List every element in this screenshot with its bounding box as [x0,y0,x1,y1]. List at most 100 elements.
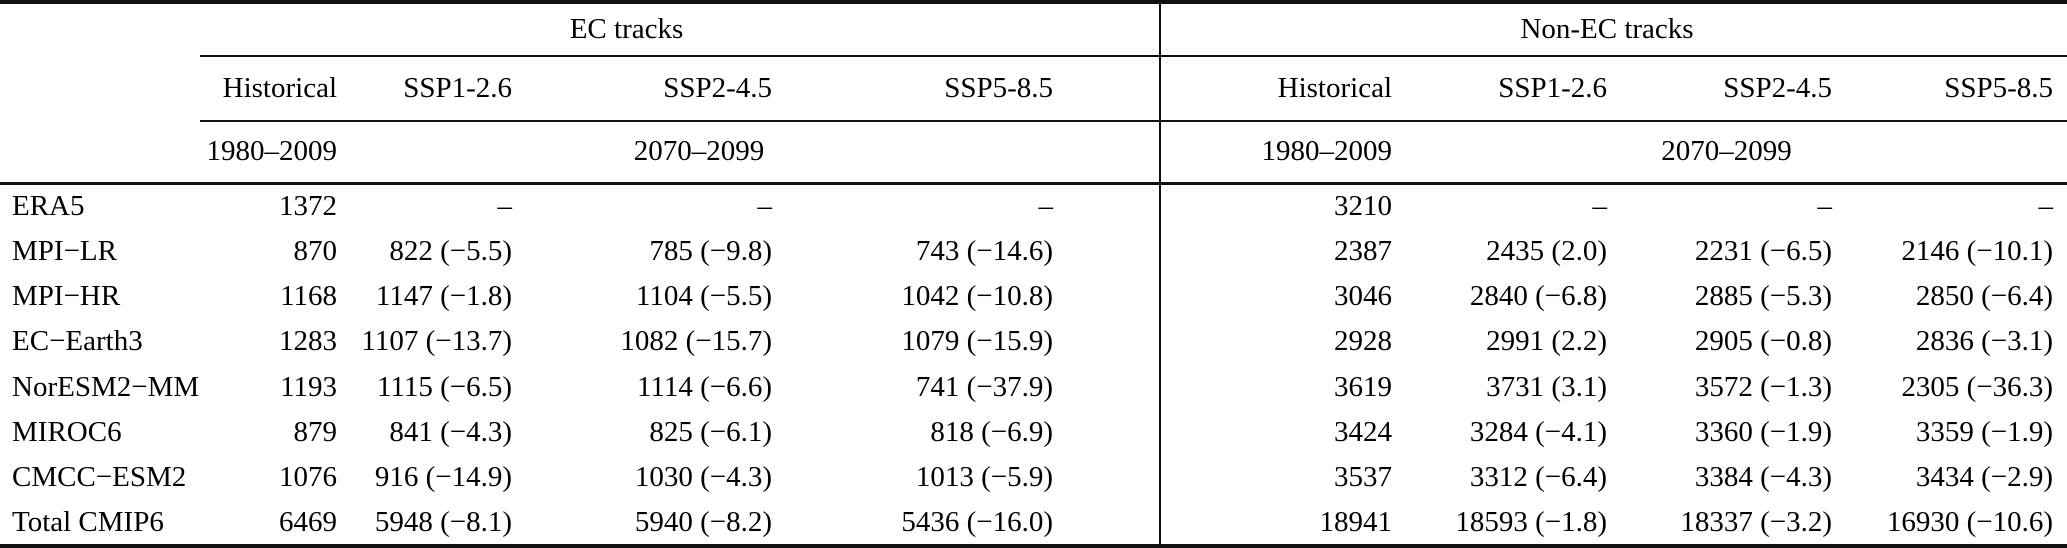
data-cell: – [1817,190,1833,223]
data-cell: – [2038,190,2054,223]
data-cell: 1013 (−5.9) [915,461,1053,494]
row-label: EC−Earth3 [12,325,143,358]
scenario-header-ec-historical: Historical [200,56,345,122]
data-cell: 3384 (−4.3) [1694,461,1832,494]
data-cell: 18593 (−1.8) [1455,505,1607,538]
data-cell: 1193 [280,370,337,403]
row-label: CMCC−ESM2 [12,461,187,494]
data-cell: – [757,190,773,223]
data-cell: 841 (−4.3) [389,416,512,449]
data-cell: 1076 [279,461,337,494]
period-nonec-historical: 1980–2009 [1159,120,1400,185]
data-cell: 1372 [279,190,337,223]
data-cell: 2305 (−36.3) [1901,370,2054,403]
row-label: MIROC6 [12,416,122,449]
group-header-row: EC tracks Non-EC tracks [0,2,2067,58]
data-cell: 1104 (−5.5) [635,280,772,313]
data-cell: 1079 (−15.9) [901,325,1053,358]
table-row: Total CMIP6 6469 5948 (−8.1) 5940 (−8.2) 543… [0,500,2067,546]
data-cell: 2231 (−6.5) [1694,234,1832,267]
data-cell: 3046 [1159,273,1400,320]
scenario-header-ec-ssp126: SSP1-2.6 [345,56,520,122]
data-cell: 2387 [1159,228,1400,274]
data-cell: 743 (−14.6) [915,234,1053,267]
data-cell: 16930 (−10.6) [1886,505,2054,538]
table-row: MIROC6 879 841 (−4.3) 825 (−6.1) 818 (−6.9) 3… [0,409,2067,456]
data-cell: 3312 (−6.4) [1469,461,1607,494]
data-cell: 2885 (−5.3) [1694,280,1832,313]
data-cell: 1147 (−1.8) [375,280,512,313]
period-header-row: 1980–2009 2070–2099 1980–2009 2070–2099 [0,120,2067,185]
data-cell: 916 (−14.9) [374,461,512,494]
period-ec-historical: 1980–2009 [200,120,345,185]
data-cell: 1168 [280,280,337,313]
data-cell: 1283 [279,325,337,358]
data-cell: 879 [293,416,338,449]
table-row: EC−Earth3 1283 1107 (−13.7) 1082 (−15.7) 107… [0,319,2067,365]
data-cell: 1114 (−6.6) [636,370,772,403]
data-cell: 2146 (−10.1) [1901,234,2054,267]
data-cell: 1082 (−15.7) [620,325,772,358]
data-cell: 3434 (−2.9) [1915,461,2054,494]
scenario-header-row: Historical SSP1-2.6 SSP2-4.5 SSP5-8.5 Hi… [0,56,2067,122]
row-label: MPI−HR [12,280,121,313]
data-cell: 822 (−5.5) [389,234,512,267]
data-cell: – [1038,190,1054,223]
data-cell: 18337 (−3.2) [1680,505,1832,538]
data-cell: 3210 [1159,183,1400,229]
data-cell: 785 (−9.8) [649,234,772,267]
data-cell: 825 (−6.1) [649,416,772,449]
group-header-non-ec-tracks: Non-EC tracks [1158,2,2067,58]
data-cell: 5436 (−16.0) [901,505,1053,538]
data-cell: 2850 (−6.4) [1915,280,2054,313]
data-cell: 3424 [1159,409,1400,456]
scenario-header-nonec-ssp126: SSP1-2.6 [1400,56,1615,122]
row-label: ERA5 [12,190,85,223]
period-nonec-future: 2070–2099 [1400,120,2067,185]
data-cell: 18941 [1159,500,1400,546]
table-row: CMCC−ESM2 1076 916 (−14.9) 1030 (−4.3) 1013 … [0,455,2067,501]
data-cell: 741 (−37.9) [915,370,1053,403]
data-cell: 818 (−6.9) [930,416,1053,449]
data-cell: 2435 (2.0) [1486,234,1607,267]
data-cell: 3572 (−1.3) [1694,370,1832,403]
data-cell: 2991 (2.2) [1486,325,1607,358]
data-cell: 6469 [279,505,337,538]
data-cell: 3537 [1159,455,1400,501]
data-cell: 1107 (−13.7) [361,325,512,358]
period-ec-future: 2070–2099 [345,120,1160,185]
corner-cell [0,120,200,185]
data-cell: 2928 [1159,319,1400,365]
scenario-header-nonec-ssp245: SSP2-4.5 [1615,56,1840,122]
scenario-header-ec-ssp245: SSP2-4.5 [520,56,780,122]
group-header-ec-tracks: EC tracks [200,2,1160,58]
table-row: MPI−LR 870 822 (−5.5) 785 (−9.8) 743 (−14.6)… [0,228,2067,274]
data-cell: – [1592,190,1608,223]
data-cell: 1030 (−4.3) [634,461,772,494]
scenario-header-nonec-ssp585: SSP5-8.5 [1840,56,2067,122]
row-label: Total CMIP6 [12,505,164,538]
data-cell: 1042 (−10.8) [901,280,1053,313]
data-cell: 1115 (−6.5) [376,370,512,403]
data-cell: 2836 (−3.1) [1915,325,2054,358]
data-cell: 5940 (−8.2) [634,505,772,538]
table-row: ERA5 1372 – – – 3210 – – – [0,183,2067,229]
scenario-header-ec-ssp585: SSP5-8.5 [780,56,1160,122]
table-row: NorESM2−MM 1193 1115 (−6.5) 1114 (−6.6) 741 … [0,364,2067,410]
data-cell: 3731 (3.1) [1486,370,1607,403]
data-cell: 870 [293,234,338,267]
data-cell: 2840 (−6.8) [1469,280,1607,313]
data-cell: 3284 (−4.1) [1469,416,1607,449]
data-cell: 2905 (−0.8) [1694,325,1832,358]
data-cell: 3619 [1159,364,1400,410]
row-label: MPI−LR [12,234,117,267]
data-cell: 5948 (−8.1) [374,505,512,538]
data-cell: – [497,190,513,223]
table-row: MPI−HR 1168 1147 (−1.8) 1104 (−5.5) 1042 (−1… [0,273,2067,320]
scenario-header-nonec-historical: Historical [1159,56,1400,122]
data-cell: 3359 (−1.9) [1915,416,2054,449]
data-cell: 3360 (−1.9) [1694,416,1832,449]
row-label: NorESM2−MM [12,370,200,403]
corner-cell [0,56,200,120]
